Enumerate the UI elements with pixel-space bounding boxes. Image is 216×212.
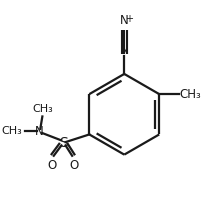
Text: N: N: [120, 14, 129, 27]
Text: CH₃: CH₃: [2, 126, 22, 136]
Text: S: S: [59, 136, 68, 150]
Text: N: N: [35, 125, 44, 138]
Text: CH₃: CH₃: [32, 104, 53, 114]
Text: CH₃: CH₃: [180, 88, 202, 101]
Text: +: +: [125, 14, 133, 24]
Text: O: O: [48, 159, 57, 172]
Text: N: N: [120, 43, 129, 56]
Text: O: O: [69, 159, 78, 172]
